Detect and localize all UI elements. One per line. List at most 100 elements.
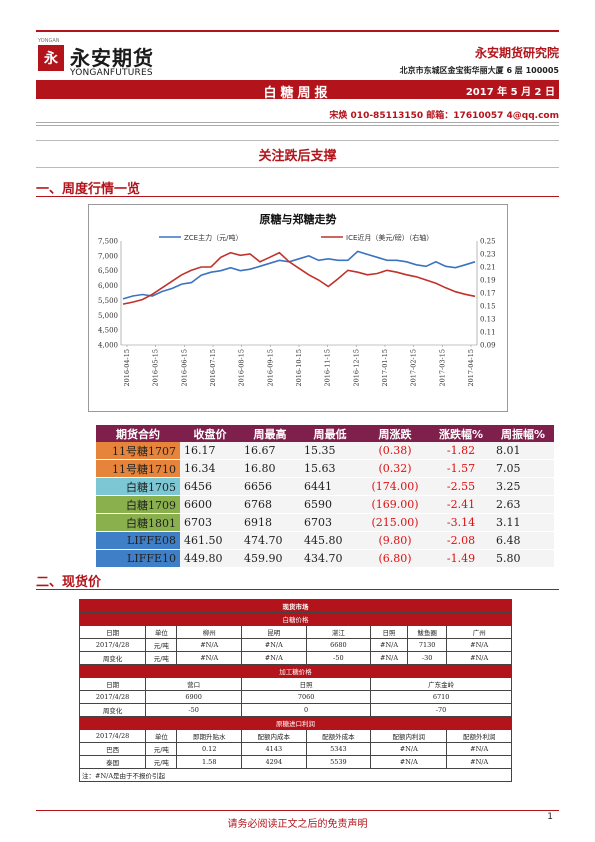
- y-right-tick: 0.09: [480, 342, 496, 350]
- legend-ice: ICE近月（美元/磅）（右轴）: [346, 233, 433, 242]
- cell-value: 5343: [305, 742, 372, 756]
- cell-value: -70: [370, 703, 512, 717]
- author-contact: 宋焕 010-85113150 邮箱：17610057 4@qq.com: [329, 111, 559, 121]
- cell-value: -1.82: [430, 442, 492, 460]
- cell-value: #N/A: [370, 638, 408, 652]
- cell-value: #N/A: [446, 651, 512, 665]
- y-right-tick: 0.25: [480, 238, 496, 246]
- table-row: 周变化 元/吨 #N/A #N/A -50 #N/A -30 #N/A: [78, 651, 512, 665]
- cell-value: 6600: [180, 495, 240, 514]
- cell-value: (215.00): [360, 513, 430, 532]
- cell-value: -2.55: [430, 477, 492, 496]
- spot-sub-white-sugar: 白糖价格: [79, 612, 512, 626]
- cell-value: 6900: [145, 690, 243, 704]
- cell-value: 434.70: [300, 549, 360, 568]
- table-row: 2017/4/28 6900 7060 6710: [78, 690, 512, 704]
- table-row: 2017/4/28 单位 即期升贴水 配额内成本 配额外成本 配额内利润 配额外利润: [78, 729, 512, 743]
- column-header: 周最低: [300, 425, 360, 442]
- table-row: 11号糖1707 16.17 16.67 15.35 (0.38) -1.82 8.01: [96, 442, 554, 460]
- section-title-1: 一、周度行情一览: [36, 182, 141, 197]
- x-tick-label: 2016-07-15: [209, 349, 217, 386]
- table-row: 白糖1709 6600 6768 6590 (169.00) -2.41 2.63: [96, 495, 554, 514]
- cell-value: 配额内利润: [370, 729, 448, 743]
- column-header: 周振幅%: [492, 425, 554, 442]
- column-header: 收盘价: [180, 425, 240, 442]
- spot-title: 现货市场: [79, 599, 512, 613]
- price-chart: 原糖与郑糖走势 ZCE主力（元/吨） ICE近月（美元/磅）（右轴） 7,500 7,0…: [98, 212, 496, 386]
- contract-name: 白糖1709: [96, 495, 180, 514]
- y-right-tick: 0.13: [480, 316, 496, 324]
- table-row: 泰国 元/吨 1.58 4294 5539 #N/A #N/A: [78, 755, 512, 769]
- cell-value: 3.11: [492, 513, 554, 532]
- cell-value: 元/吨: [145, 651, 178, 665]
- cell-value: -2.41: [430, 495, 492, 514]
- section-rule: [36, 589, 559, 590]
- x-tick-label: 2016-12-15: [352, 349, 360, 386]
- series-line-ice: [122, 251, 476, 305]
- cell-value: 配额内成本: [241, 729, 307, 743]
- y-left-tick: 5,500: [98, 297, 118, 305]
- cell-value: 广州: [446, 625, 512, 639]
- contract-name: 11号糖1710: [96, 459, 180, 478]
- divider: [36, 122, 559, 123]
- x-tick-label: 2016-09-15: [266, 349, 274, 386]
- cell-value: 单位: [145, 625, 178, 639]
- table-row: 周变化 -50 0 -70: [78, 703, 512, 717]
- cell-value: #N/A: [446, 742, 512, 756]
- cell-value: (0.32): [360, 459, 430, 478]
- cell-value: -1.49: [430, 549, 492, 568]
- cell-value: 449.80: [180, 549, 240, 568]
- cell-value: 459.90: [240, 549, 300, 568]
- y-right-tick: 0.17: [480, 290, 496, 298]
- spot-note: 注：#N/A是由于不报价引起: [79, 768, 512, 782]
- cell-value: (169.00): [360, 495, 430, 514]
- cell-value: 3.25: [492, 477, 554, 496]
- y-right-tick: 0.15: [480, 303, 496, 311]
- cell-value: 6590: [300, 495, 360, 514]
- cell-value: #N/A: [176, 638, 243, 652]
- cell-value: #N/A: [446, 638, 512, 652]
- spot-sub-processed-sugar: 加工糖价格: [79, 664, 512, 678]
- futures-table: 期货合约 收盘价 周最高 周最低 周涨跌 涨跌幅% 周振幅% 11号糖1707 16.17 16…: [96, 425, 554, 568]
- contract-name: 白糖1801: [96, 513, 180, 532]
- table-row: 白糖1705 6456 6656 6441 (174.00) -2.55 3.25: [96, 477, 554, 496]
- cell-value: 配额外利润: [446, 729, 512, 743]
- column-header: 周最高: [240, 425, 300, 442]
- y-right-tick: 0.11: [480, 329, 496, 337]
- cell-value: 周变化: [78, 651, 147, 665]
- cell-value: 0: [241, 703, 372, 717]
- report-title: 白糖周报: [263, 86, 332, 101]
- cell-value: 16.34: [180, 459, 240, 478]
- x-tick-label: 2016-08-15: [238, 349, 246, 386]
- cell-value: 6768: [240, 495, 300, 514]
- y-left-tick: 5,000: [98, 312, 118, 320]
- contract-name: 白糖1705: [96, 477, 180, 496]
- table-row: 白糖1801 6703 6918 6703 (215.00) -3.14 3.11: [96, 513, 554, 532]
- cell-value: #N/A: [241, 651, 307, 665]
- address: 北京市东城区金宝街华丽大厦 6 层 100005: [399, 66, 559, 75]
- cell-value: 元/吨: [145, 638, 178, 652]
- y-right-tick: 0.19: [480, 277, 496, 285]
- table-row: LIFFE08 461.50 474.70 445.80 (9.80) -2.08 6.48: [96, 531, 554, 550]
- table-row: 2017/4/28 元/吨 #N/A #N/A 6680 #N/A 7130 #N/A: [78, 638, 512, 652]
- cell-value: -50: [145, 703, 243, 717]
- headline: 关注跌后支撑: [258, 149, 337, 164]
- legend-zce: ZCE主力（元/吨）: [184, 233, 242, 242]
- x-tick-label: 2017-04-15: [467, 349, 475, 386]
- cell-value: 即期升贴水: [176, 729, 243, 743]
- cell-value: 7.05: [492, 459, 554, 478]
- cell-value: 单位: [145, 729, 178, 743]
- cell-value: (174.00): [360, 477, 430, 496]
- cell-value: 15.35: [300, 442, 360, 460]
- contract-name: LIFFE10: [96, 549, 180, 568]
- cell-value: 15.63: [300, 459, 360, 478]
- cell-value: -1.57: [430, 459, 492, 478]
- cell-value: 6710: [370, 690, 512, 704]
- cell-value: 445.80: [300, 531, 360, 550]
- cell-value: 周变化: [78, 703, 147, 717]
- table-row: LIFFE10 449.80 459.90 434.70 (6.80) -1.49 5.80: [96, 549, 554, 568]
- cell-value: 广东金岭: [370, 677, 512, 691]
- cell-value: -30: [406, 651, 448, 665]
- cell-value: 柳州: [176, 625, 243, 639]
- cell-value: 湛江: [305, 625, 372, 639]
